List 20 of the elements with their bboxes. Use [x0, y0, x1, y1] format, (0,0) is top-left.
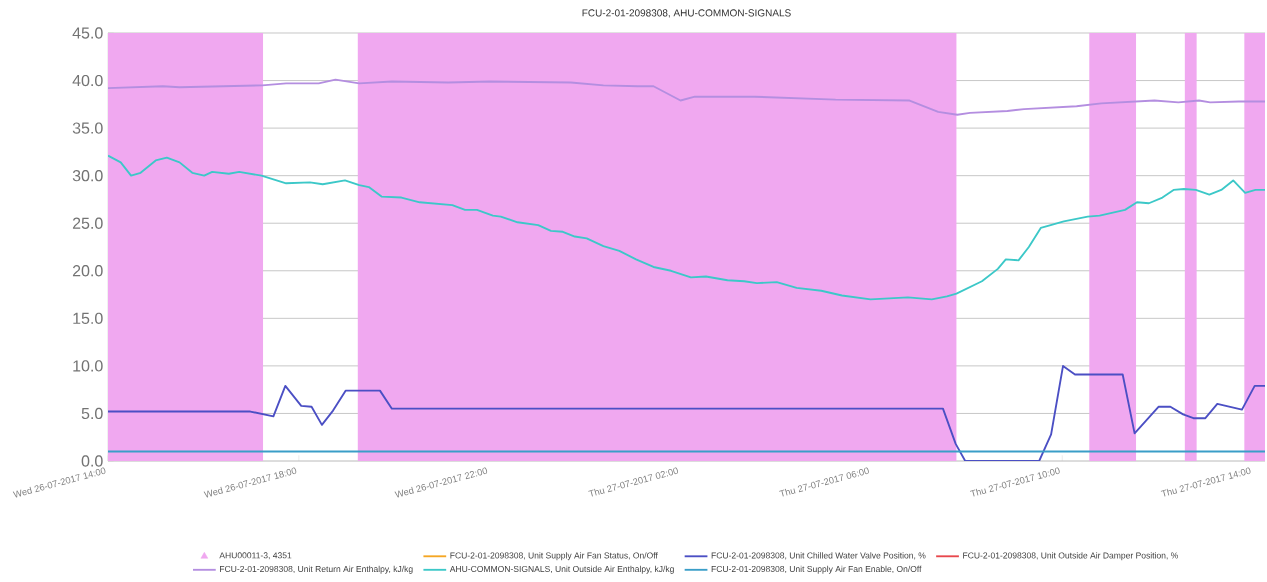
- line-series: [108, 78, 1266, 116]
- legend-label: AHU00011-3, 4351: [219, 552, 292, 560]
- y-tick-label: 15.0: [73, 312, 103, 324]
- legend-label: FCU-2-01-2098308, Unit Supply Air Fan Status, On/Off: [450, 552, 658, 561]
- legend-label: AHU-COMMON-SIGNALS, Unit Outside Air Enthalpy, kJ/kg: [449, 565, 674, 574]
- y-tick-label: 5.0: [81, 407, 103, 420]
- legend-label: FCU-2-01-2098308, Unit Supply Air Fan Enable, On/Off: [711, 565, 922, 574]
- legend-label: FCU-2-01-2098308, Unit Outside Air Damper Position, %: [963, 552, 1178, 561]
- y-tick-label: 25.0: [72, 217, 103, 229]
- legend-label: FCU-2-01-2098308, Unit Chilled Water Valve Position, %: [711, 552, 926, 560]
- legend-label: FCU-2-01-2098308, Unit Return Air Enthalpy, kJ/kg: [220, 565, 413, 574]
- y-tick-label: 10.0: [73, 360, 103, 372]
- y-tick-label: 40.0: [72, 74, 103, 87]
- line-series: [108, 154, 1266, 301]
- y-tick-label: 30.0: [72, 170, 103, 182]
- y-tick-label: 35.0: [72, 122, 103, 134]
- y-tick-label: 0.0: [81, 455, 103, 467]
- y-tick-label: 20.0: [72, 265, 103, 277]
- chart-title: FCU-2-01-2098308, AHU-COMMON-SIGNALS: [582, 9, 791, 18]
- y-tick-label: 45.0: [72, 27, 103, 39]
